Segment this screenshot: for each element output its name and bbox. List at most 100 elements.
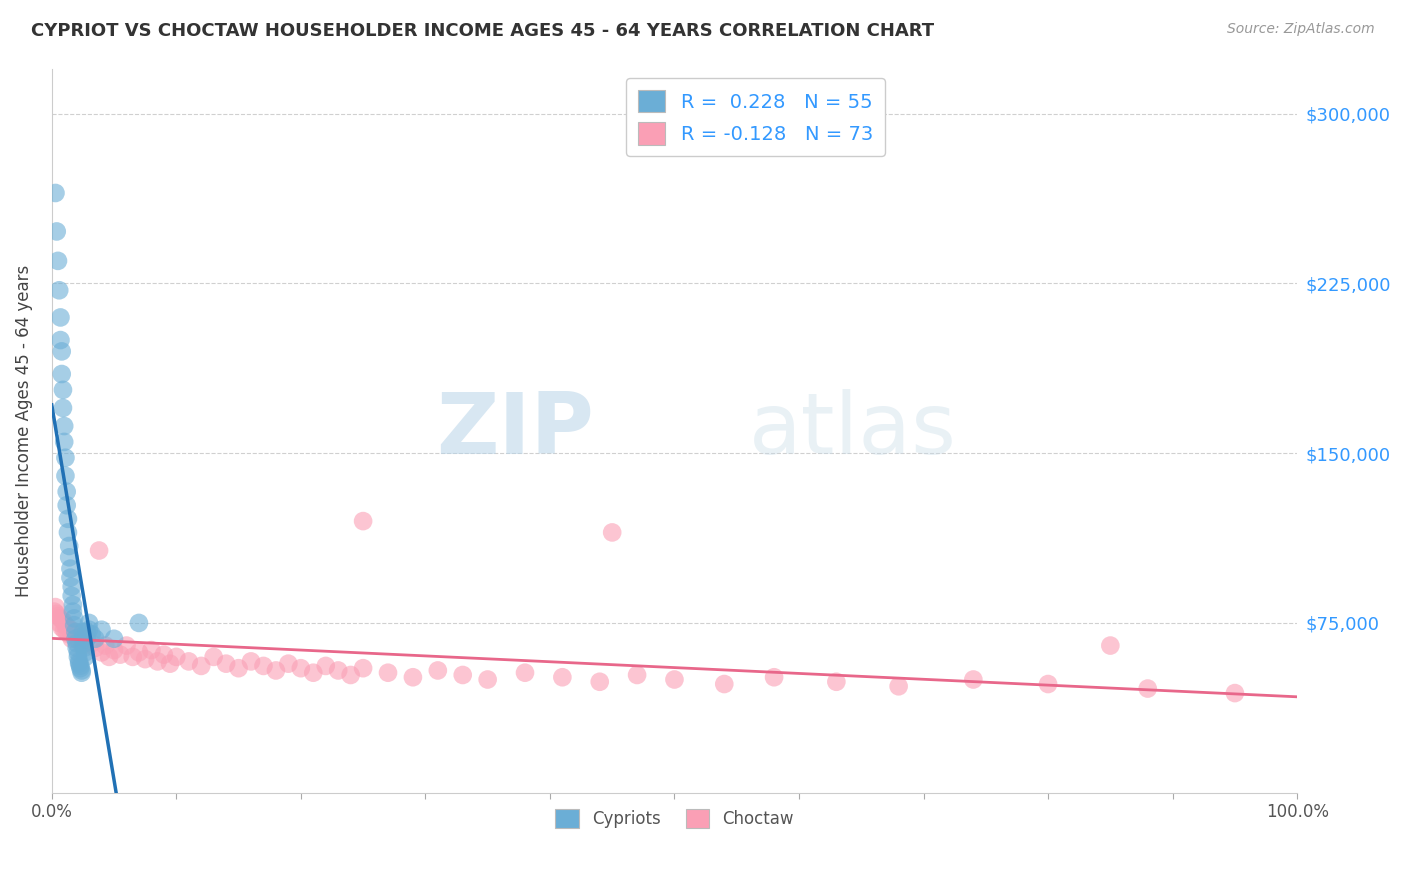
Point <box>49 333 72 347</box>
Point <box>128 645 150 659</box>
Point <box>58 627 80 641</box>
Point <box>110 648 132 662</box>
Point <box>252 659 274 673</box>
Point <box>103 632 125 646</box>
Legend: Cypriots, Choctaw: Cypriots, Choctaw <box>548 803 800 835</box>
Point <box>477 673 499 687</box>
Point <box>58 550 80 565</box>
Point <box>290 661 312 675</box>
Point <box>70 665 93 680</box>
Point <box>53 434 76 449</box>
Point <box>589 674 612 689</box>
Point <box>51 367 73 381</box>
Point <box>55 498 77 512</box>
Point <box>451 668 474 682</box>
Point <box>55 484 77 499</box>
Point <box>1136 681 1159 696</box>
Point <box>45 607 67 621</box>
Point <box>66 630 89 644</box>
Point <box>63 618 86 632</box>
Point <box>52 614 75 628</box>
Point <box>75 645 97 659</box>
Point <box>59 561 82 575</box>
Point <box>72 632 94 646</box>
Point <box>84 632 107 646</box>
Point <box>77 623 100 637</box>
Text: ZIP: ZIP <box>436 389 593 472</box>
Text: CYPRIOT VS CHOCTAW HOUSEHOLDER INCOME AGES 45 - 64 YEARS CORRELATION CHART: CYPRIOT VS CHOCTAW HOUSEHOLDER INCOME AG… <box>31 22 934 40</box>
Point <box>70 664 93 678</box>
Point <box>215 657 238 671</box>
Point <box>59 571 82 585</box>
Point <box>67 657 90 671</box>
Point <box>51 620 73 634</box>
Point <box>352 514 374 528</box>
Point <box>94 639 117 653</box>
Point <box>60 589 83 603</box>
Point <box>551 670 574 684</box>
Point <box>90 623 112 637</box>
Point <box>887 679 910 693</box>
Point <box>302 665 325 680</box>
Point <box>1099 639 1122 653</box>
Point <box>55 618 77 632</box>
Point <box>1036 677 1059 691</box>
Point <box>153 648 176 662</box>
Point <box>44 186 66 200</box>
Point <box>763 670 786 684</box>
Point <box>115 639 138 653</box>
Point <box>60 580 83 594</box>
Point <box>202 649 225 664</box>
Point <box>46 253 69 268</box>
Point <box>53 623 76 637</box>
Point <box>62 598 84 612</box>
Point <box>66 636 89 650</box>
Point <box>264 664 287 678</box>
Point <box>121 649 143 664</box>
Point <box>352 661 374 675</box>
Point <box>66 649 89 664</box>
Point <box>44 600 66 615</box>
Point <box>67 634 90 648</box>
Point <box>664 673 686 687</box>
Point <box>600 525 623 540</box>
Point <box>75 649 97 664</box>
Point <box>65 625 87 640</box>
Point <box>55 450 77 465</box>
Point <box>146 654 169 668</box>
Point <box>76 625 98 640</box>
Point <box>513 665 536 680</box>
Point <box>73 640 96 655</box>
Point <box>328 664 350 678</box>
Point <box>49 310 72 325</box>
Point <box>141 643 163 657</box>
Point <box>48 615 70 630</box>
Point <box>73 636 96 650</box>
Point <box>66 645 89 659</box>
Point <box>80 627 103 641</box>
Point <box>84 640 107 655</box>
Point <box>72 625 94 640</box>
Point <box>377 665 399 680</box>
Point <box>67 654 90 668</box>
Point <box>66 640 89 655</box>
Y-axis label: Householder Income Ages 45 - 64 years: Householder Income Ages 45 - 64 years <box>15 264 32 597</box>
Point <box>51 344 73 359</box>
Point <box>48 283 70 297</box>
Point <box>52 401 75 415</box>
Point <box>713 677 735 691</box>
Point <box>53 419 76 434</box>
Point <box>65 632 87 646</box>
Point <box>80 636 103 650</box>
Text: Source: ZipAtlas.com: Source: ZipAtlas.com <box>1227 22 1375 37</box>
Point <box>59 623 82 637</box>
Point <box>128 615 150 630</box>
Point <box>190 659 212 673</box>
Point <box>626 668 648 682</box>
Point <box>49 611 72 625</box>
Point <box>44 605 66 619</box>
Point <box>55 468 77 483</box>
Point <box>63 611 86 625</box>
Point <box>98 649 121 664</box>
Point <box>402 670 425 684</box>
